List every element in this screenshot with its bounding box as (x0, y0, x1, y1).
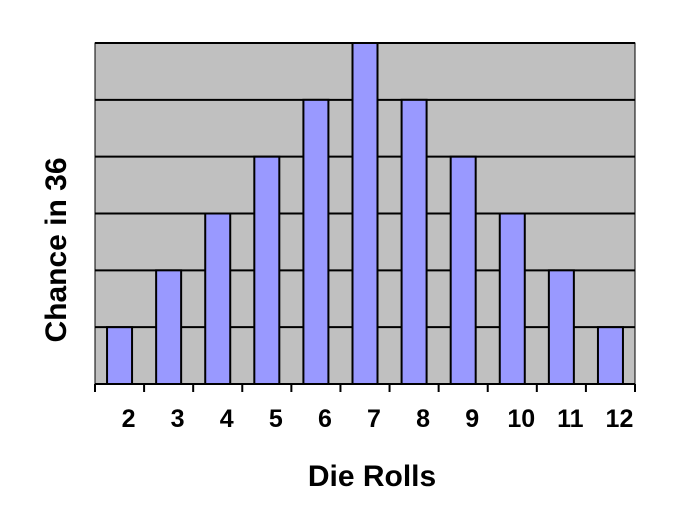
x-axis-tick-labels: 2 3 4 5 6 7 8 9 10 11 12 (122, 405, 634, 433)
x-tick-label-8: 8 (416, 405, 430, 433)
bar-3 (155, 269, 183, 386)
x-tick-label-11: 11 (557, 405, 584, 433)
bar-9 (449, 155, 477, 385)
x-tick-label-6: 6 (318, 405, 332, 433)
x-tick-label-12: 12 (606, 405, 634, 433)
bar-8 (400, 98, 428, 385)
bar-5 (253, 155, 281, 385)
x-tick-label-5: 5 (269, 405, 283, 433)
bar-10 (498, 212, 526, 385)
x-tick-label-3: 3 (171, 405, 185, 433)
x-tick-label-2: 2 (122, 405, 136, 433)
x-tick-label-4: 4 (220, 405, 234, 433)
bar-6 (302, 98, 330, 385)
bar-11 (547, 269, 575, 386)
bar-2 (106, 326, 134, 385)
bar-12 (596, 326, 624, 385)
x-tick-label-10: 10 (507, 405, 535, 433)
x-tick-label-7: 7 (367, 405, 381, 433)
x-axis-title: Die Rolls (308, 460, 436, 493)
bar-4 (204, 212, 232, 385)
x-tick-label-9: 9 (465, 405, 479, 433)
y-axis-title: Chance in 36 (40, 157, 73, 342)
bars (106, 42, 624, 386)
bar-7 (351, 42, 379, 385)
x-axis-ticks (94, 384, 636, 392)
